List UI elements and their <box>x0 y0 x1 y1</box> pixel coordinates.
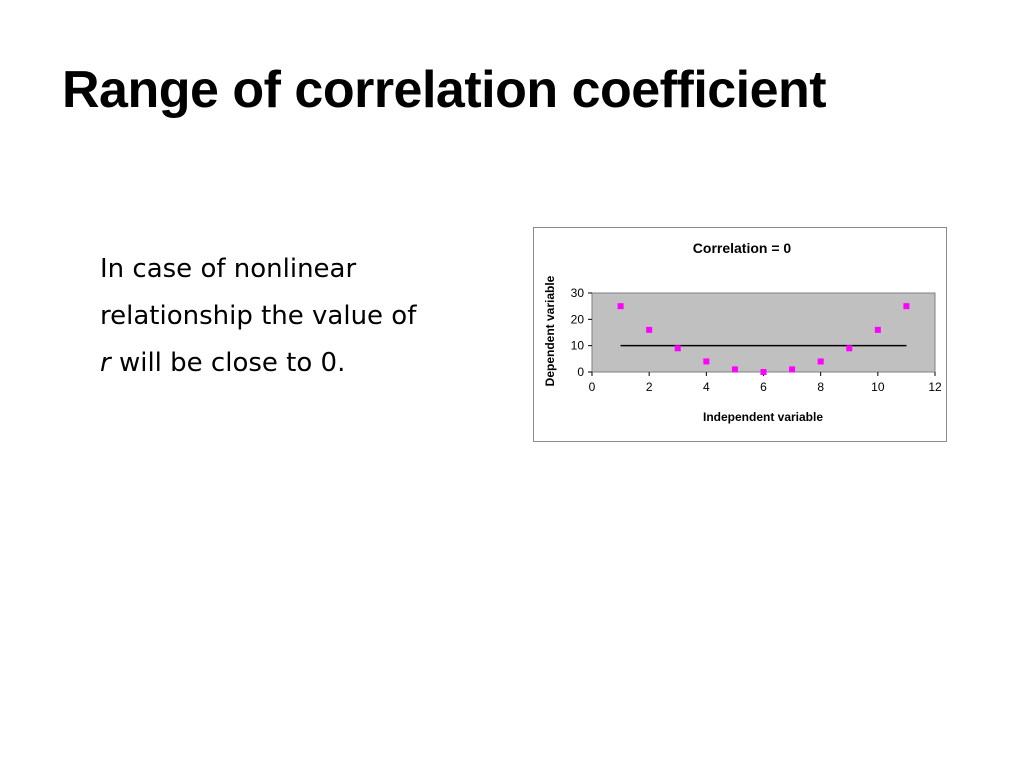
y-tick-label: 20 <box>571 312 585 326</box>
x-tick-label: 6 <box>760 380 767 394</box>
body-line-1: In case of nonlinear <box>100 254 357 284</box>
data-point <box>846 345 853 352</box>
body-line-2: relationship the value of <box>100 301 417 331</box>
r-symbol: r <box>100 348 111 378</box>
body-text: In case of nonlinear relationship the va… <box>100 246 520 387</box>
data-point <box>731 366 738 373</box>
x-tick-label: 2 <box>646 380 653 394</box>
data-point <box>703 358 710 365</box>
x-tick-label: 4 <box>703 380 710 394</box>
data-point <box>760 369 767 375</box>
data-point <box>817 358 824 365</box>
slide-title: Range of correlation coefficient <box>62 61 827 119</box>
x-tick-label: 8 <box>817 380 824 394</box>
chart-title: Correlation = 0 <box>693 240 792 256</box>
x-tick-label: 0 <box>589 380 596 394</box>
data-point <box>874 326 881 333</box>
x-axis-label: Independent variable <box>703 410 823 424</box>
data-point <box>617 303 624 310</box>
plot-area <box>591 292 936 373</box>
x-tick-label: 10 <box>871 380 885 394</box>
data-point <box>789 366 796 373</box>
data-point <box>674 345 681 352</box>
scatter-chart: Correlation = 0 Independent variable Dep… <box>543 240 942 424</box>
y-tick-label: 30 <box>571 286 585 300</box>
x-tick-label: 12 <box>928 380 942 394</box>
chart-frame: Correlation = 0 Independent variable Dep… <box>533 227 947 442</box>
y-axis-label: Dependent variable <box>543 275 557 386</box>
y-tick-label: 0 <box>577 365 584 379</box>
data-point <box>646 326 653 333</box>
body-line-3: r will be close to 0. <box>100 340 520 387</box>
y-tick-label: 10 <box>571 339 585 353</box>
body-line-3-rest: will be close to 0. <box>110 348 346 378</box>
data-point <box>903 303 910 310</box>
